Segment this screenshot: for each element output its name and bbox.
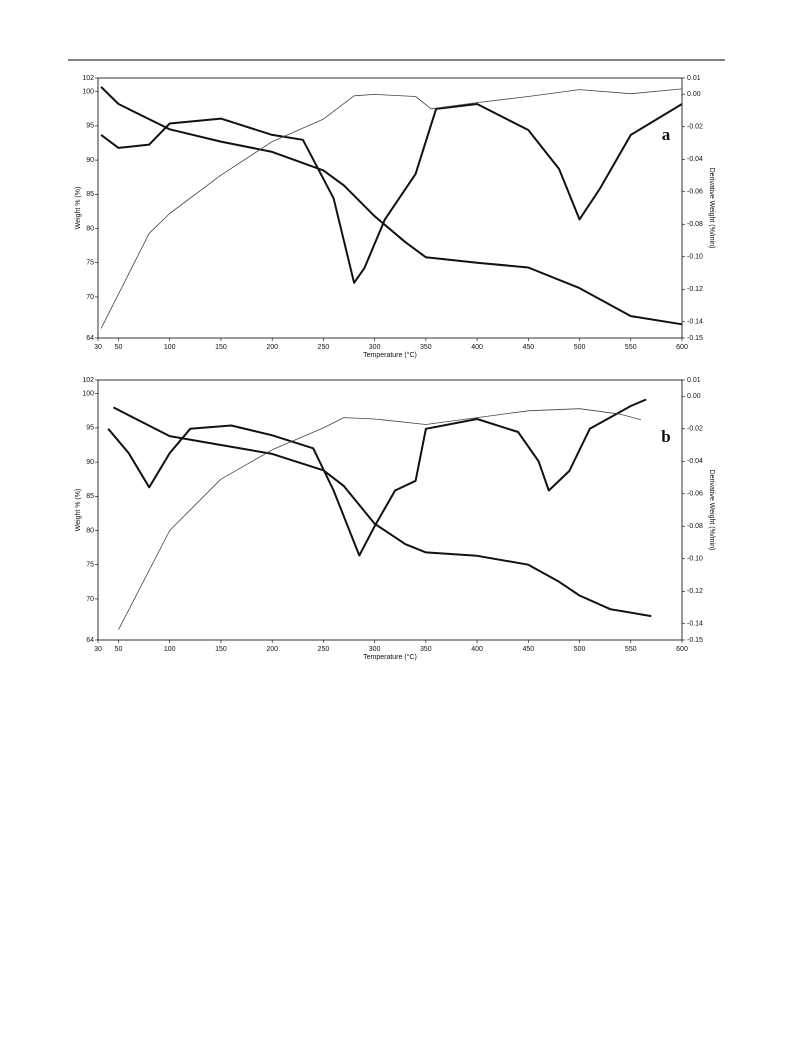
x-tick-label: 300 [369, 344, 381, 351]
y2-tick-label: 0.00 [687, 393, 701, 400]
y-tick-label: 102 [82, 75, 94, 82]
y-tick-label: 64 [86, 335, 94, 342]
y-tick-label: 85 [86, 191, 94, 198]
x-tick-label: 250 [318, 344, 330, 351]
series-line [100, 103, 683, 284]
y2-tick-label: -0.14 [687, 319, 703, 326]
x-tick-label: 100 [164, 646, 176, 653]
x-tick-label: 600 [676, 344, 688, 351]
y-tick-label: 70 [86, 596, 94, 603]
x-tick-label: 450 [522, 344, 534, 351]
x-tick-label: 50 [115, 646, 123, 653]
x-tick-label: 550 [625, 344, 637, 351]
x-tick-label: 300 [369, 646, 381, 653]
y2-tick-label: -0.06 [687, 491, 703, 498]
y2-axis-title: Derivative Weight (%/min) [708, 168, 715, 249]
x-tick-label: 550 [625, 646, 637, 653]
y2-tick-label: -0.15 [687, 335, 703, 342]
y-tick-label: 100 [82, 89, 94, 96]
series-line [100, 88, 683, 329]
y2-tick-label: -0.02 [687, 124, 703, 131]
x-tick-label: 450 [522, 646, 534, 653]
y-tick-label: 80 [86, 527, 94, 534]
y2-tick-label: 0.01 [687, 377, 701, 384]
x-tick-label: 400 [471, 646, 483, 653]
x-tick-label: 250 [318, 646, 330, 653]
x-tick-label: 500 [574, 646, 586, 653]
x-tick-label: 200 [266, 646, 278, 653]
y-tick-label: 80 [86, 225, 94, 232]
y-tick-label: 75 [86, 562, 94, 569]
y2-tick-label: -0.10 [687, 254, 703, 261]
x-tick-label: 100 [164, 344, 176, 351]
y-tick-label: 64 [86, 637, 94, 644]
x-tick-label: 200 [266, 344, 278, 351]
plot-frame [97, 379, 683, 641]
y2-tick-label: -0.02 [687, 426, 703, 433]
x-tick-label: 500 [574, 344, 586, 351]
y2-tick-label: -0.15 [687, 637, 703, 644]
y-tick-label: 95 [86, 123, 94, 130]
y-axis-title: Weight % (%) [75, 187, 82, 230]
y2-tick-label: -0.04 [687, 458, 703, 465]
y2-tick-label: -0.12 [687, 286, 703, 293]
series-line [100, 86, 683, 326]
y2-tick-label: -0.08 [687, 221, 703, 228]
x-axis-title: Temperature (°C) [363, 653, 417, 661]
y2-tick-label: -0.12 [687, 588, 703, 595]
series-line [112, 406, 652, 618]
x-tick-label: 600 [676, 646, 688, 653]
x-tick-label: 30 [94, 646, 102, 653]
y-tick-label: 95 [86, 425, 94, 432]
x-tick-label: 50 [115, 344, 123, 351]
y-tick-label: 90 [86, 459, 94, 466]
x-tick-label: 30 [94, 344, 102, 351]
y-tick-label: 100 [82, 391, 94, 398]
x-tick-label: 350 [420, 344, 432, 351]
series-line [118, 408, 642, 630]
x-tick-label: 150 [215, 646, 227, 653]
x-tick-label: 150 [215, 344, 227, 351]
y2-tick-label: -0.06 [687, 189, 703, 196]
y-tick-label: 70 [86, 294, 94, 301]
y-tick-label: 102 [82, 377, 94, 384]
y2-tick-label: 0.00 [687, 91, 701, 98]
x-tick-label: 350 [420, 646, 432, 653]
y-tick-label: 75 [86, 260, 94, 267]
y2-tick-label: -0.10 [687, 556, 703, 563]
y-tick-label: 85 [86, 493, 94, 500]
panel-label: a [662, 125, 671, 144]
plot-frame [97, 77, 683, 339]
y2-tick-label: -0.08 [687, 523, 703, 530]
x-tick-label: 400 [471, 344, 483, 351]
x-axis-title: Temperature (°C) [363, 351, 417, 359]
y2-tick-label: -0.04 [687, 156, 703, 163]
panel-label: b [661, 427, 670, 446]
y-axis-title: Weight % (%) [75, 489, 82, 532]
y2-axis-title: Derivative Weight (%/min) [708, 470, 715, 551]
y2-tick-label: -0.14 [687, 621, 703, 628]
series-line [107, 398, 647, 557]
y-tick-label: 90 [86, 157, 94, 164]
y2-tick-label: 0.01 [687, 75, 701, 82]
